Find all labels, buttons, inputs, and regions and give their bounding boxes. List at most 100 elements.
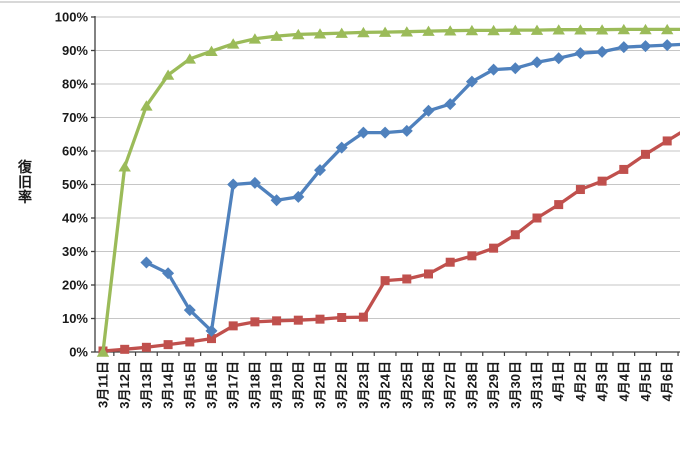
x-axis-tick-label: 3月21日 <box>313 361 328 409</box>
diamond-marker-icon <box>574 47 587 60</box>
triangle-marker-icon <box>161 69 175 80</box>
x-axis-tick-label: 4月3日 <box>595 361 610 401</box>
triangle-marker-icon <box>357 26 370 38</box>
x-axis-tick-label: 3月26日 <box>421 361 436 409</box>
x-axis-tick-label: 4月6日 <box>660 361 675 401</box>
x-axis-tick-label: 4月5日 <box>638 361 653 401</box>
triangle-marker-icon <box>205 45 218 56</box>
y-axis-tick-label: 70% <box>62 110 88 125</box>
diamond-marker-icon <box>140 256 153 269</box>
triangle-marker-icon <box>335 27 348 38</box>
y-axis-tick-label: 10% <box>62 311 88 326</box>
square-marker-icon <box>250 317 260 327</box>
y-axis-tick-label: 50% <box>62 177 88 192</box>
x-axis-tick-label: 3月19日 <box>269 361 284 409</box>
diamond-marker-icon <box>617 41 630 54</box>
diamond-marker-icon <box>444 98 457 111</box>
triangle-marker-icon <box>552 24 565 35</box>
diamond-marker-icon <box>205 324 218 337</box>
diamond-marker-icon <box>292 190 305 203</box>
x-axis-tick-label: 3月24日 <box>378 361 393 409</box>
triangle-marker-icon <box>595 24 609 35</box>
square-marker-icon <box>163 340 173 350</box>
diamond-marker-icon <box>162 267 175 280</box>
diamond-marker-icon <box>400 124 413 137</box>
x-axis-tick-label: 3月16日 <box>204 361 219 409</box>
square-marker-icon <box>315 314 325 324</box>
square-marker-icon <box>424 269 433 279</box>
square-marker-icon <box>489 243 499 253</box>
diamond-marker-icon <box>639 40 652 53</box>
triangle-marker-icon <box>378 26 392 37</box>
x-axis-tick-label: 3月22日 <box>334 361 349 409</box>
triangle-marker-icon <box>509 24 522 35</box>
x-axis-tick-label: 3月29日 <box>486 361 501 409</box>
diamond-marker-icon <box>509 62 522 75</box>
square-marker-icon <box>467 251 477 261</box>
diamond-marker-icon <box>531 56 543 69</box>
y-axis-title-char: 率 <box>18 189 32 205</box>
x-axis-tick-label: 3月28日 <box>464 361 479 409</box>
x-axis-labels: 3月11日 3月12日 3月13日 3月14日 3月15日 3月16日 3月17日 3月18日… <box>96 352 679 409</box>
square-marker-icon <box>185 337 195 347</box>
y-axis-tick-label: 80% <box>62 77 88 92</box>
triangle-marker-icon <box>639 23 652 35</box>
square-marker-icon <box>510 230 520 240</box>
x-axis-tick-label: 3月13日 <box>139 361 154 409</box>
triangle-marker-icon <box>248 33 262 44</box>
triangle-marker-icon <box>118 161 131 172</box>
square-marker-icon <box>358 312 368 322</box>
triangle-marker-icon <box>465 24 479 36</box>
y-axis-tick-label: 0% <box>69 345 88 360</box>
diamond-marker-icon <box>661 39 674 52</box>
y-axis-tick-label: 40% <box>62 211 88 226</box>
x-axis-tick-label: 3月23日 <box>356 361 371 409</box>
square-marker-icon <box>402 274 412 284</box>
square-marker-icon <box>141 342 151 352</box>
diamond-marker-icon <box>314 164 326 177</box>
square-marker-icon <box>554 200 564 210</box>
x-axis-tick-label: 3月30日 <box>508 361 523 409</box>
y-axis-tick-label: 30% <box>62 244 88 259</box>
diamond-marker-icon <box>270 194 283 207</box>
diamond-marker-icon <box>379 126 392 139</box>
diamond-marker-icon <box>422 104 435 117</box>
diamond-marker-icon <box>357 126 370 139</box>
square-marker-icon <box>228 321 238 331</box>
diamond-marker-icon <box>487 63 500 76</box>
y-axis-title-char: 旧 <box>18 174 32 190</box>
x-axis-tick-label: 3月12日 <box>117 361 132 409</box>
triangle-marker-icon <box>574 24 587 35</box>
square-marker-icon <box>337 312 347 322</box>
triangle-marker-icon <box>400 26 413 37</box>
diamond-marker-icon <box>183 304 196 317</box>
x-axis-tick-label: 3月17日 <box>226 361 241 409</box>
triangle-marker-icon <box>661 23 674 35</box>
diamond-marker-icon <box>227 178 240 191</box>
x-axis-tick-label: 3月18日 <box>247 361 262 409</box>
y-axis-tick-label: 100% <box>55 10 89 25</box>
triangle-marker-icon <box>617 23 630 35</box>
square-marker-icon <box>207 334 216 344</box>
x-axis-tick-label: 3月31日 <box>530 361 545 409</box>
x-axis-tick-label: 3月25日 <box>399 361 414 409</box>
triangle-marker-icon <box>270 30 283 41</box>
triangle-marker-icon <box>96 346 110 357</box>
y-axis-title-char: 復 <box>17 159 33 175</box>
series-blue-diamond-line <box>144 42 680 333</box>
diamond-marker-icon <box>335 141 348 154</box>
square-marker-icon <box>380 276 390 286</box>
series-green-triangle-line <box>101 27 680 354</box>
diamond-marker-icon <box>248 176 261 189</box>
y-axis-tick-label: 60% <box>62 144 88 159</box>
square-marker-icon <box>619 164 629 174</box>
x-axis-tick-label: 3月11日 <box>96 361 111 408</box>
x-axis-tick-label: 3月20日 <box>291 361 306 409</box>
y-axis-labels: 0% 10% 20% 30% 40% 50% 60% 70% 80% 90% 100% <box>55 10 95 360</box>
x-axis-tick-label: 3月15日 <box>182 361 197 409</box>
series-green-triangle <box>96 23 680 357</box>
x-axis-tick-label: 3月27日 <box>443 361 458 409</box>
triangle-marker-icon <box>487 24 500 36</box>
